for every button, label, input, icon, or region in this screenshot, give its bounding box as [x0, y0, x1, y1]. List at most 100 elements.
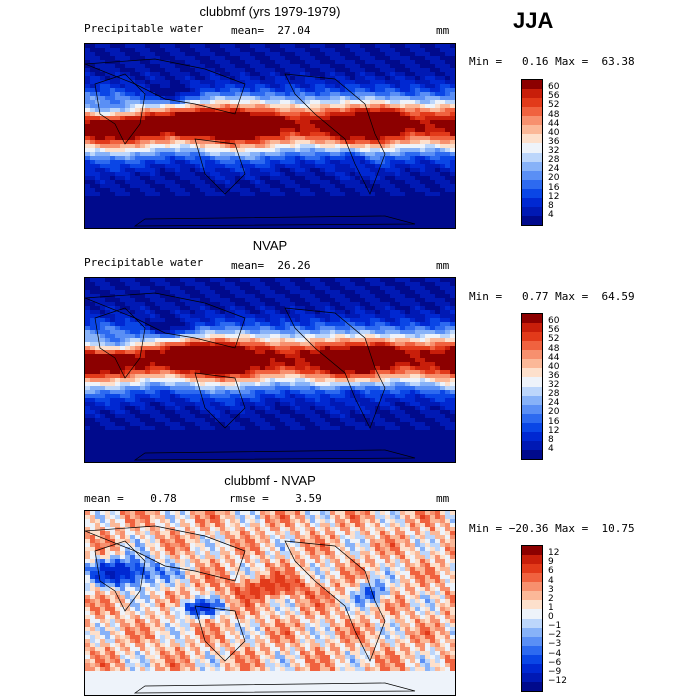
field-cell: [290, 104, 296, 109]
field-cell: [405, 140, 411, 145]
field-cell: [355, 318, 361, 323]
field-cell: [90, 326, 96, 331]
field-cell: [435, 56, 441, 61]
field-cell: [225, 172, 231, 177]
field-cell: [235, 152, 241, 157]
field-cell: [150, 180, 156, 185]
field-cell: [180, 68, 186, 73]
field-cell: [285, 144, 291, 149]
field-cell: [280, 160, 286, 165]
field-cell: [145, 44, 151, 49]
field-cell: [160, 132, 166, 137]
field-cell: [310, 302, 316, 307]
field-cell: [225, 100, 231, 105]
field-cell: [240, 224, 246, 228]
field-cell: [310, 128, 316, 133]
field-cell: [295, 48, 301, 53]
field-cell: [415, 350, 421, 355]
field-cell: [355, 128, 361, 133]
field-cell: [125, 204, 131, 209]
field-cell: [240, 120, 246, 125]
field-cell: [90, 188, 96, 193]
field-cell: [185, 346, 191, 351]
colorbar-swatch: [521, 133, 543, 144]
field-cell: [110, 224, 116, 228]
field-cell: [245, 354, 251, 359]
field-cell: [115, 204, 121, 209]
field-cell: [310, 330, 316, 335]
field-cell: [210, 92, 216, 97]
field-cell: [380, 76, 386, 81]
field-cell: [335, 302, 341, 307]
field-cell: [95, 310, 101, 315]
field-cell: [410, 286, 416, 291]
field-cell: [125, 76, 131, 81]
field-cell: [205, 322, 211, 327]
field-cell: [95, 326, 101, 331]
field-cell: [200, 192, 206, 197]
field-cell: [180, 220, 186, 225]
field-cell: [155, 176, 161, 181]
field-cell: [335, 108, 341, 113]
field-cell: [130, 286, 136, 291]
field-cell: [340, 302, 346, 307]
field-cell: [130, 220, 136, 225]
field-cell: [415, 220, 421, 225]
field-cell: [350, 192, 356, 197]
field-cell: [300, 96, 306, 101]
field-cell: [205, 112, 211, 117]
field-cell: [165, 188, 171, 193]
field-cell: [190, 100, 196, 105]
field-cell: [135, 132, 141, 137]
field-cell: [320, 342, 326, 347]
field-cell: [200, 224, 206, 228]
field-cell: [105, 290, 111, 295]
field-cell: [215, 116, 221, 121]
field-cell: [375, 160, 381, 165]
field-cell: [340, 224, 346, 228]
field-cell: [180, 200, 186, 205]
field-cell: [305, 56, 311, 61]
field-cell: [105, 196, 111, 201]
field-cell: [85, 278, 91, 283]
field-cell: [345, 176, 351, 181]
field-cell: [255, 346, 261, 351]
field-cell: [280, 68, 286, 73]
field-cell: [220, 176, 226, 181]
field-cell: [230, 72, 236, 77]
field-cell: [120, 168, 126, 173]
field-cell: [90, 298, 96, 303]
field-cell: [390, 192, 396, 197]
field-cell: [105, 116, 111, 121]
field-cell: [95, 124, 101, 129]
field-cell: [125, 96, 131, 101]
field-cell: [240, 144, 246, 149]
field-cell: [110, 160, 116, 165]
field-cell: [255, 326, 261, 331]
field-cell: [155, 156, 161, 161]
field-cell: [135, 88, 141, 93]
field-cell: [380, 338, 386, 343]
field-cell: [445, 334, 451, 339]
field-cell: [220, 322, 226, 327]
field-cell: [250, 136, 256, 141]
field-cell: [270, 104, 276, 109]
field-cell: [215, 192, 221, 197]
field-cell: [415, 330, 421, 335]
field-cell: [265, 184, 271, 189]
field-cell: [370, 104, 376, 109]
field-cell: [300, 104, 306, 109]
field-cell: [170, 192, 176, 197]
field-cell: [345, 286, 351, 291]
field-cell: [95, 212, 101, 217]
field-cell: [195, 76, 201, 81]
field-cell: [420, 132, 426, 137]
field-cell: [425, 212, 431, 217]
field-cell: [230, 358, 236, 363]
field-cell: [340, 290, 346, 295]
field-cell: [435, 132, 441, 137]
field-cell: [305, 168, 311, 173]
field-cell: [175, 152, 181, 157]
field-cell: [350, 148, 356, 153]
field-cell: [430, 80, 436, 85]
